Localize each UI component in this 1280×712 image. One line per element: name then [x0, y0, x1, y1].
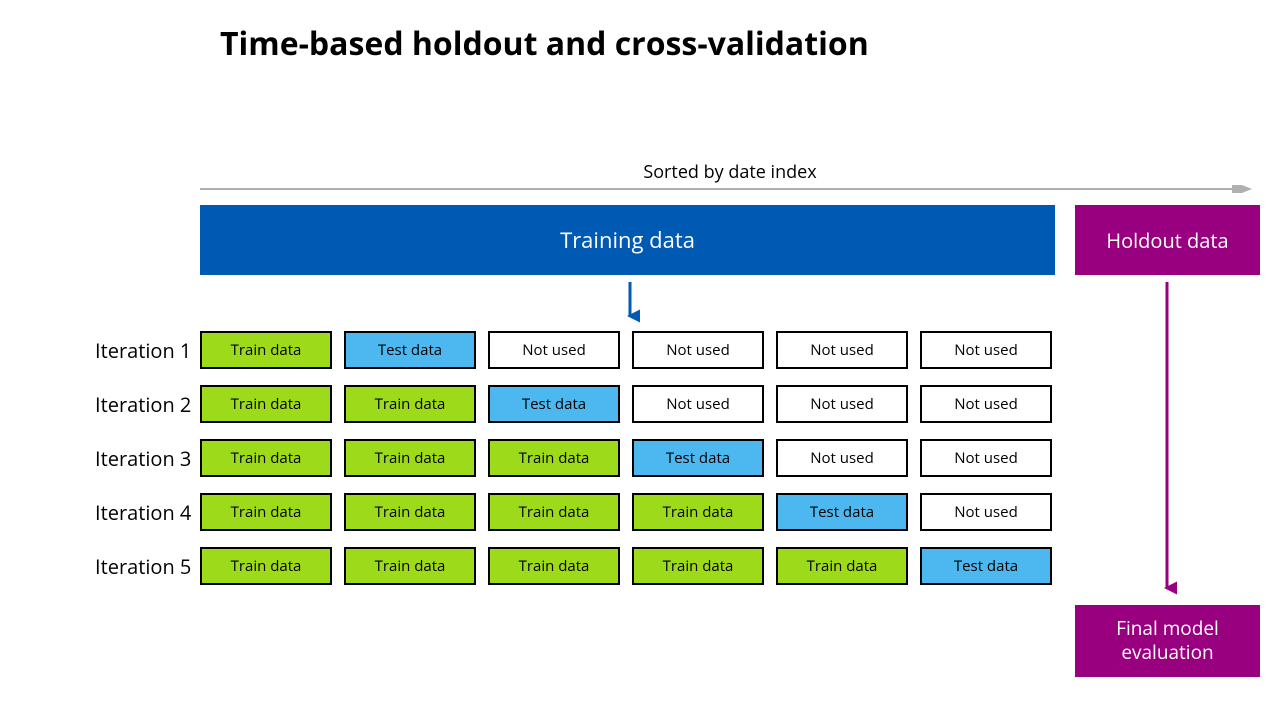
fold-cell-notused: Not used: [632, 385, 764, 423]
iteration-row: Iteration 1Train data Test data Not used No…: [95, 330, 1052, 370]
fold-cell-train: Train data: [200, 331, 332, 369]
training-down-arrow-icon: [620, 280, 640, 325]
iteration-cells: Train data Test data Not used Not used Not u…: [200, 331, 1052, 369]
training-data-label: Training data: [560, 225, 695, 255]
fold-cell-train: Train data: [344, 547, 476, 585]
iteration-cells: Train data Train data Train data Train data…: [200, 547, 1052, 585]
fold-cell-train: Train data: [200, 547, 332, 585]
fold-cell-train: Train data: [344, 493, 476, 531]
fold-cell-notused: Not used: [920, 493, 1052, 531]
fold-cell-train: Train data: [344, 439, 476, 477]
timeline-arrow: [200, 185, 1260, 193]
fold-cell-train: Train data: [488, 493, 620, 531]
fold-cell-test: Test data: [920, 547, 1052, 585]
sorted-by-label: Sorted by date index: [200, 160, 1260, 184]
training-data-header: Training data: [200, 205, 1055, 275]
fold-cell-train: Train data: [632, 547, 764, 585]
fold-cell-test: Test data: [632, 439, 764, 477]
fold-cell-train: Train data: [200, 493, 332, 531]
fold-cell-notused: Not used: [920, 331, 1052, 369]
iteration-cells: Train data Train data Train data Train data…: [200, 493, 1052, 531]
fold-cell-train: Train data: [632, 493, 764, 531]
fold-cell-notused: Not used: [776, 439, 908, 477]
fold-cell-notused: Not used: [920, 385, 1052, 423]
iteration-row: Iteration 3Train dataTrain dataTrain dat…: [95, 438, 1052, 478]
fold-cell-train: Train data: [344, 385, 476, 423]
fold-cell-notused: Not used: [632, 331, 764, 369]
iteration-label: Iteration 1: [95, 337, 200, 364]
fold-cell-notused: Not used: [776, 385, 908, 423]
iteration-label: Iteration 2: [95, 391, 200, 418]
iteration-row: Iteration 4Train dataTrain dataTrain dat…: [95, 492, 1052, 532]
iteration-cells: Train data Train data Test data Not used Not…: [200, 385, 1052, 423]
fold-cell-notused: Not used: [488, 331, 620, 369]
holdout-data-header: Holdout data: [1075, 205, 1260, 275]
iteration-label: Iteration 4: [95, 499, 200, 526]
page-title: Time-based holdout and cross-validation: [220, 22, 869, 65]
iteration-label: Iteration 3: [95, 445, 200, 472]
iterations-grid: Iteration 1Train dataTest dataNot usedNo…: [95, 330, 1052, 600]
iteration-label: Iteration 5: [95, 553, 200, 580]
fold-cell-test: Test data: [776, 493, 908, 531]
iteration-row: Iteration 5Train dataTrain dataTrain dat…: [95, 546, 1052, 586]
fold-cell-notused: Not used: [920, 439, 1052, 477]
holdout-data-label: Holdout data: [1106, 227, 1228, 254]
fold-cell-train: Train data: [488, 547, 620, 585]
fold-cell-notused: Not used: [776, 331, 908, 369]
final-evaluation-label: Final model evaluation: [1075, 617, 1260, 665]
fold-cell-train: Train data: [488, 439, 620, 477]
final-evaluation-box: Final model evaluation: [1075, 605, 1260, 677]
iteration-row: Iteration 2Train dataTrain dataTest data…: [95, 384, 1052, 424]
fold-cell-test: Test data: [344, 331, 476, 369]
fold-cell-train: Train data: [200, 385, 332, 423]
fold-cell-train: Train data: [200, 439, 332, 477]
fold-cell-test: Test data: [488, 385, 620, 423]
holdout-down-arrow-icon: [1157, 280, 1177, 600]
iteration-cells: Train data Train data Train data Test data N…: [200, 439, 1052, 477]
fold-cell-train: Train data: [776, 547, 908, 585]
